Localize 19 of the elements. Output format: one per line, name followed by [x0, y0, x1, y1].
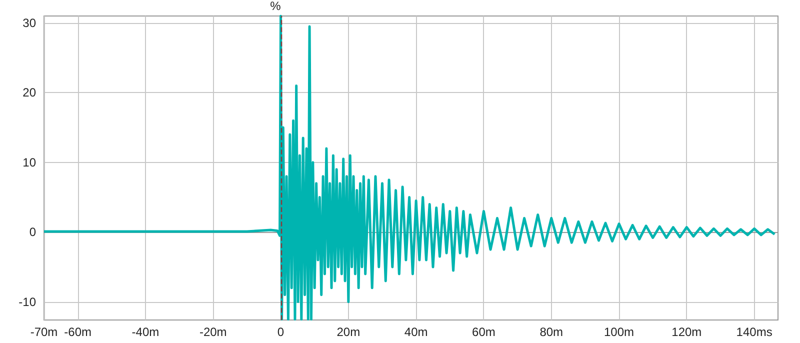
x-tick-label: 40m — [404, 325, 428, 339]
x-tick-label: -40m — [132, 325, 160, 339]
y-tick-label: 0 — [29, 225, 36, 240]
y-tick-label: -10 — [18, 294, 36, 309]
x-tick-label: 140ms — [736, 325, 772, 339]
x-tick-label: -70m — [30, 325, 58, 339]
line-series — [42, 14, 776, 321]
x-tick-label: 20m — [336, 325, 360, 339]
x-tick-label: -60m — [64, 325, 92, 339]
x-tick-label: 0 — [277, 325, 284, 339]
y-tick-label: 20 — [22, 86, 36, 100]
x-tick-label: 100m — [604, 325, 634, 339]
x-tick-label: 60m — [472, 325, 496, 339]
x-tick-label: 120m — [672, 325, 702, 339]
y-tick-label: 10 — [22, 155, 36, 170]
x-tick-label: 80m — [540, 325, 564, 339]
x-tick-label: -20m — [199, 325, 227, 339]
y-axis-title: % — [270, 0, 282, 13]
y-tick-label: 30 — [22, 16, 36, 30]
